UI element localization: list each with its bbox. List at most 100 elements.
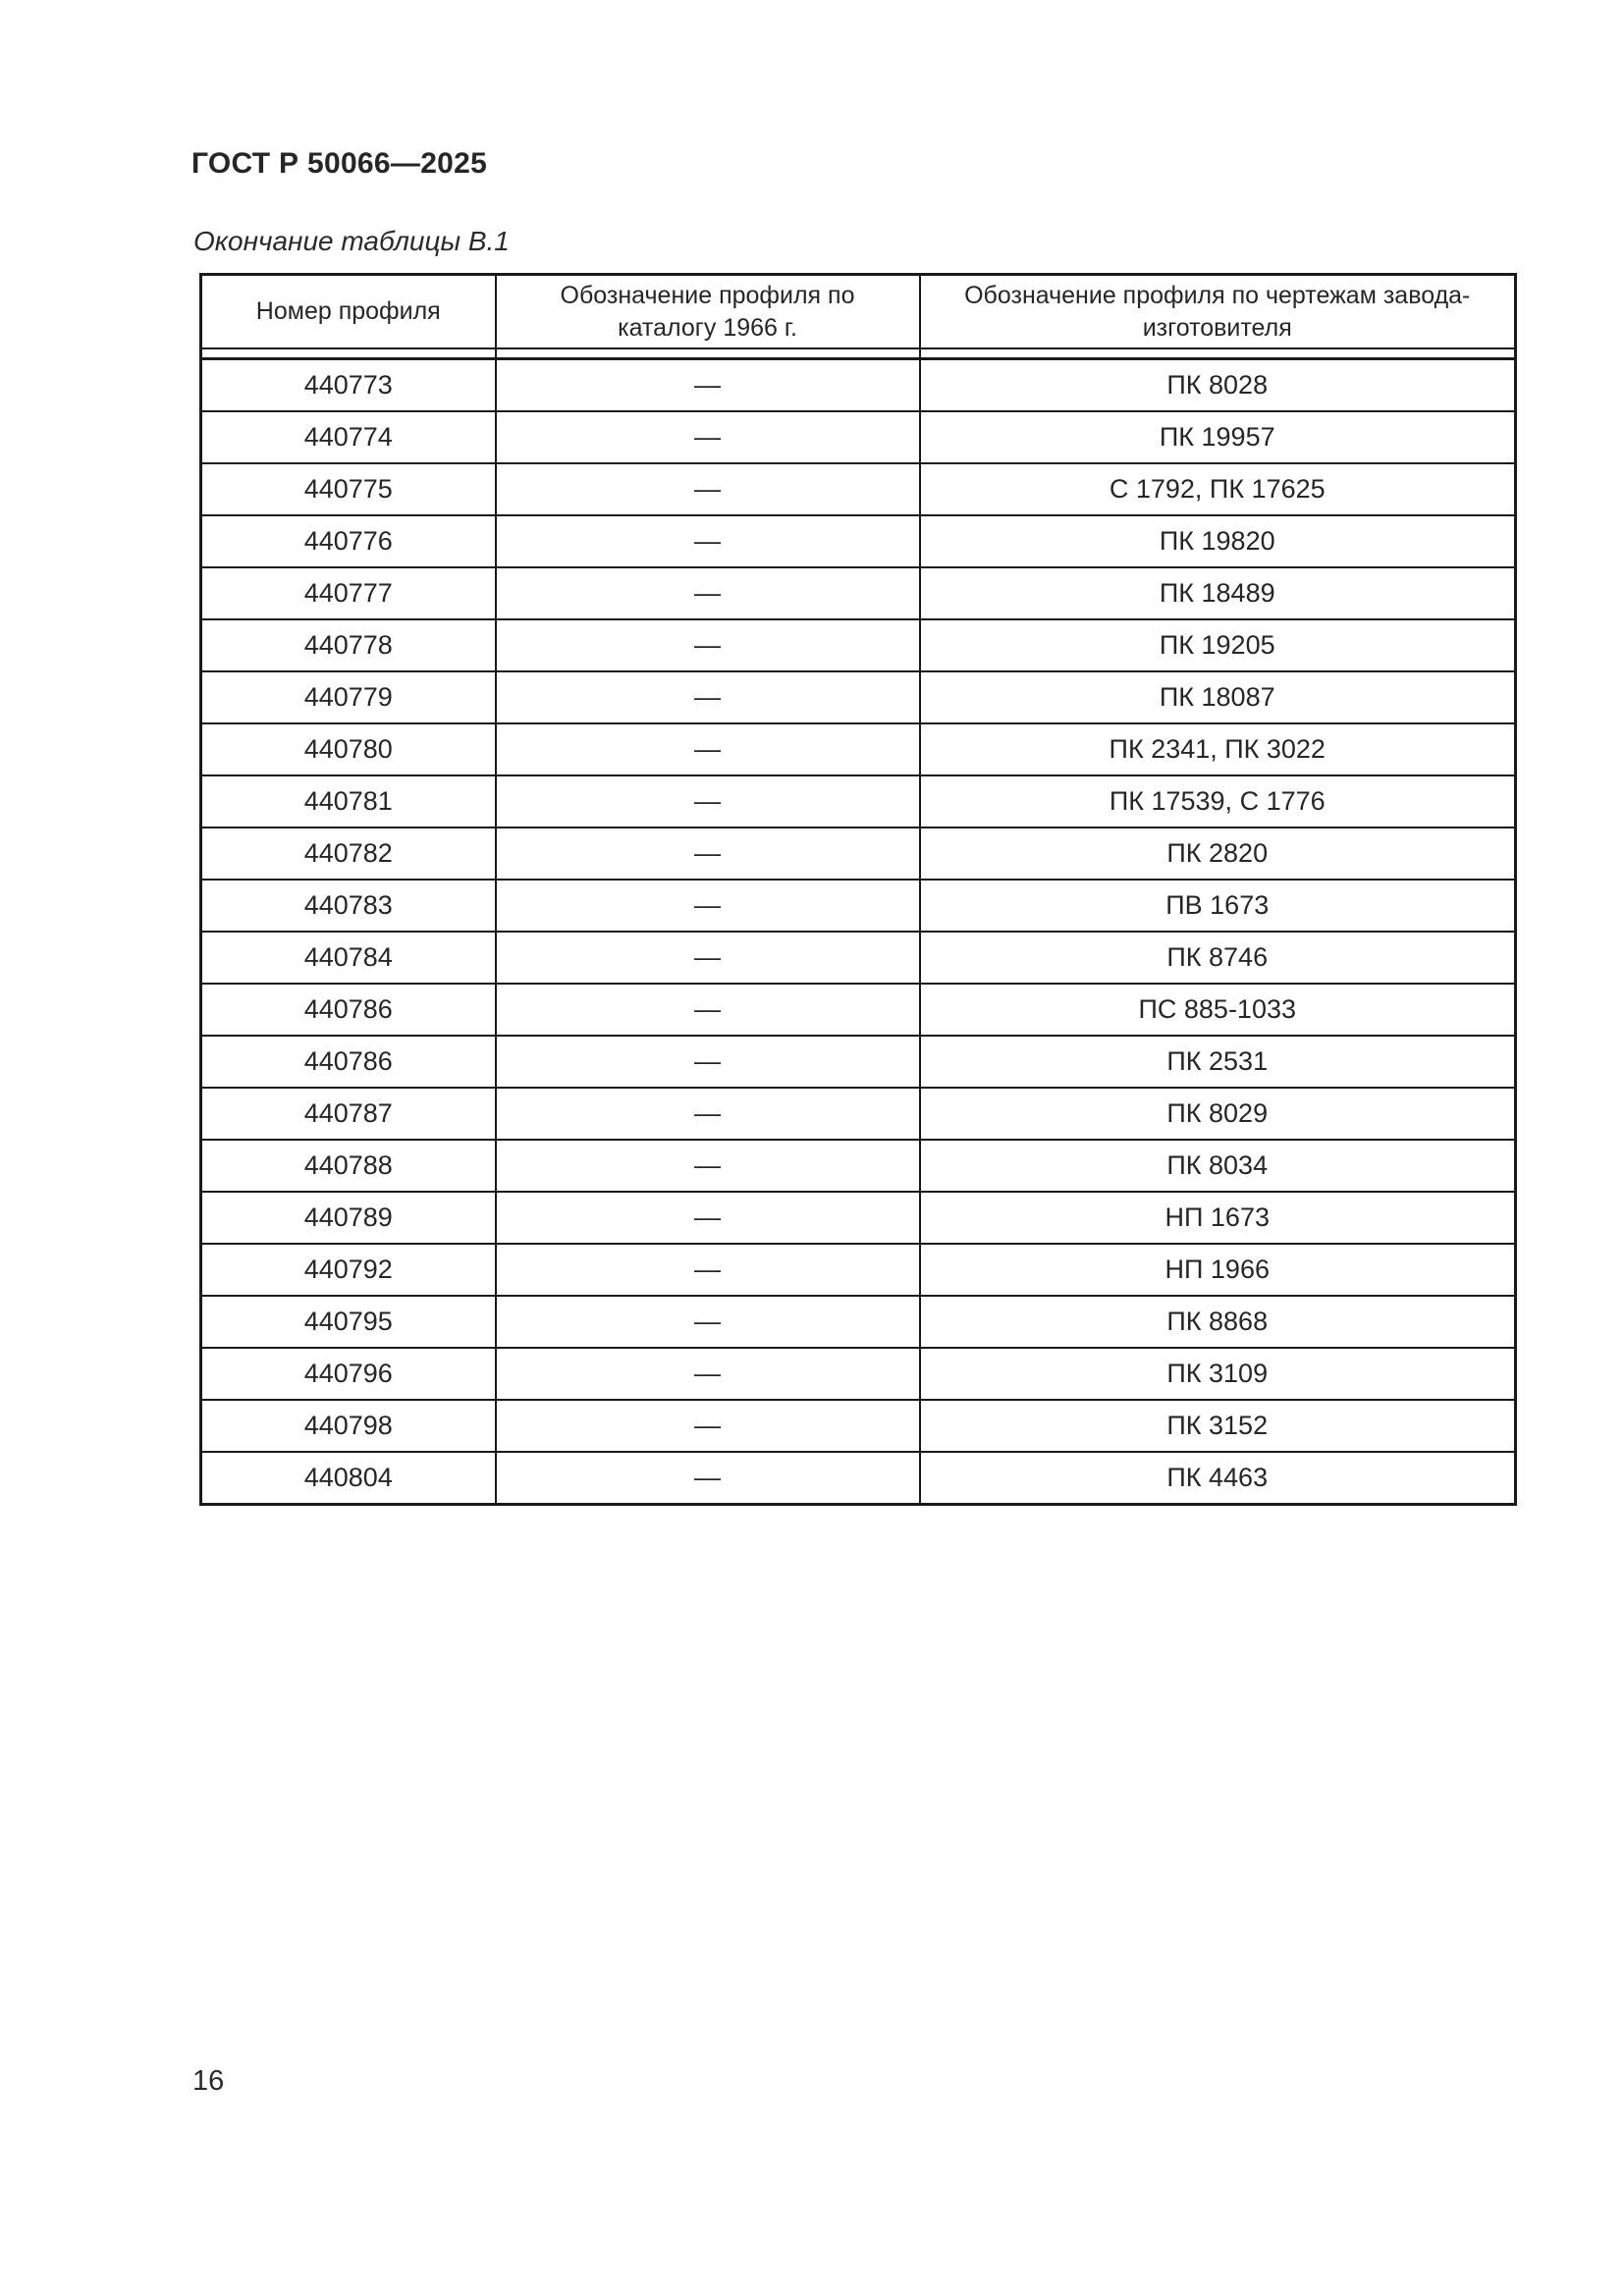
table-row: 440778— ПК 19205 [199, 618, 1517, 672]
page-number: 16 [192, 2065, 225, 2097]
catalog-1966-cell: — [494, 722, 921, 776]
factory-drawing-cell: ПК 8029 [918, 1087, 1517, 1141]
factory-drawing-cell: ПК 3109 [918, 1347, 1517, 1401]
catalog-1966-cell: — [494, 618, 921, 672]
catalog-1966-cell: — [494, 1295, 921, 1349]
factory-drawing-cell: ПК 19820 [918, 514, 1517, 568]
factory-drawing-cell: ПК 8034 [918, 1139, 1517, 1193]
catalog-1966-cell: — [494, 357, 921, 412]
table-row: 440774— ПК 19957 [199, 410, 1517, 464]
profile-number-cell: 440795 [199, 1295, 497, 1349]
profile-number-cell: 440787 [199, 1087, 497, 1141]
catalog-1966-cell: — [494, 514, 921, 568]
profile-number-cell: 440786 [199, 1035, 497, 1089]
catalog-1966-cell: — [494, 566, 921, 620]
col-header-factory-drawings: Обозначение профиля по чертежам завода-и… [918, 273, 1517, 349]
profile-number-cell: 440780 [199, 722, 497, 776]
header-separator-cell [494, 347, 921, 360]
table-row: 440804— ПК 4463 [199, 1451, 1517, 1506]
catalog-1966-cell: — [494, 670, 921, 724]
profile-number-cell: 440786 [199, 983, 497, 1037]
table-row: 440781— ПК 17539, С 1776 [199, 774, 1517, 828]
table-body: 440773— ПК 8028 440774— ПК 19957 440775— С 17… [199, 357, 1517, 1506]
table-row: 440782— ПК 2820 [199, 827, 1517, 881]
profile-number-cell: 440804 [199, 1451, 497, 1506]
catalog-1966-cell: — [494, 931, 921, 985]
factory-drawing-cell: НП 1966 [918, 1243, 1517, 1297]
profile-number-cell: 440784 [199, 931, 497, 985]
catalog-1966-cell: — [494, 1191, 921, 1245]
profile-number-cell: 440798 [199, 1399, 497, 1453]
catalog-1966-cell: — [494, 1139, 921, 1193]
table-row: 440796— ПК 3109 [199, 1347, 1517, 1401]
factory-drawing-cell: ПК 18087 [918, 670, 1517, 724]
factory-drawing-cell: ПК 17539, С 1776 [918, 774, 1517, 828]
catalog-1966-cell: — [494, 774, 921, 828]
catalog-1966-cell: — [494, 879, 921, 933]
profile-number-cell: 440782 [199, 827, 497, 881]
table-row: 440798— ПК 3152 [199, 1399, 1517, 1453]
table-row: 440788— ПК 8034 [199, 1139, 1517, 1193]
factory-drawing-cell: ПК 8028 [918, 357, 1517, 412]
col-header-catalog-1966: Обозначение профиля по каталогу 1966 г. [494, 273, 921, 349]
table-header-row: Номер профиля Обозначение профиля по кат… [199, 273, 1517, 349]
table-row: 440792— НП 1966 [199, 1243, 1517, 1297]
catalog-1966-cell: — [494, 410, 921, 464]
header-separator-cell [918, 347, 1517, 360]
catalog-1966-cell: — [494, 1035, 921, 1089]
table-caption: Окончание таблицы В.1 [193, 226, 510, 256]
catalog-1966-cell: — [494, 1451, 921, 1506]
catalog-1966-cell: — [494, 1347, 921, 1401]
profile-number-cell: 440781 [199, 774, 497, 828]
factory-drawing-cell: ПК 19205 [918, 618, 1517, 672]
table-row: 440786— ПК 2531 [199, 1035, 1517, 1089]
catalog-1966-cell: — [494, 1243, 921, 1297]
factory-drawing-cell: НП 1673 [918, 1191, 1517, 1245]
header-separator-cell [199, 347, 497, 360]
profile-number-cell: 440789 [199, 1191, 497, 1245]
col-header-profile-number: Номер профиля [199, 273, 497, 349]
profiles-table: Номер профиля Обозначение профиля по кат… [199, 273, 1517, 1506]
table-row: 440787— ПК 8029 [199, 1087, 1517, 1141]
catalog-1966-cell: — [494, 1399, 921, 1453]
profile-number-cell: 440779 [199, 670, 497, 724]
table-row: 440779— ПК 18087 [199, 670, 1517, 724]
header-separator-row [199, 347, 1517, 360]
factory-drawing-cell: ПК 19957 [918, 410, 1517, 464]
profile-number-cell: 440778 [199, 618, 497, 672]
profile-number-cell: 440792 [199, 1243, 497, 1297]
table-row: 440789— НП 1673 [199, 1191, 1517, 1245]
table-header: Номер профиля Обозначение профиля по кат… [199, 273, 1517, 360]
table-row: 440786— ПС 885-1033 [199, 983, 1517, 1037]
table-row: 440776— ПК 19820 [199, 514, 1517, 568]
factory-drawing-cell: ПС 885-1033 [918, 983, 1517, 1037]
factory-drawing-cell: С 1792, ПК 17625 [918, 462, 1517, 516]
factory-drawing-cell: ПК 2820 [918, 827, 1517, 881]
factory-drawing-cell: ПК 8868 [918, 1295, 1517, 1349]
factory-drawing-cell: ПК 3152 [918, 1399, 1517, 1453]
profile-number-cell: 440774 [199, 410, 497, 464]
table-row: 440783— ПВ 1673 [199, 879, 1517, 933]
table-row: 440795— ПК 8868 [199, 1295, 1517, 1349]
factory-drawing-cell: ПК 2341, ПК 3022 [918, 722, 1517, 776]
factory-drawing-cell: ПК 4463 [918, 1451, 1517, 1506]
profile-number-cell: 440783 [199, 879, 497, 933]
catalog-1966-cell: — [494, 462, 921, 516]
table-row: 440784— ПК 8746 [199, 931, 1517, 985]
profile-number-cell: 440775 [199, 462, 497, 516]
profile-number-cell: 440796 [199, 1347, 497, 1401]
catalog-1966-cell: — [494, 827, 921, 881]
catalog-1966-cell: — [494, 1087, 921, 1141]
profile-number-cell: 440776 [199, 514, 497, 568]
document-number: ГОСТ Р 50066—2025 [191, 147, 488, 180]
factory-drawing-cell: ПВ 1673 [918, 879, 1517, 933]
profile-number-cell: 440777 [199, 566, 497, 620]
profile-number-cell: 440773 [199, 357, 497, 412]
table-row: 440777— ПК 18489 [199, 566, 1517, 620]
factory-drawing-cell: ПК 2531 [918, 1035, 1517, 1089]
catalog-1966-cell: — [494, 983, 921, 1037]
table-row: 440775— С 1792, ПК 17625 [199, 462, 1517, 516]
factory-drawing-cell: ПК 8746 [918, 931, 1517, 985]
table-row: 440780— ПК 2341, ПК 3022 [199, 722, 1517, 776]
